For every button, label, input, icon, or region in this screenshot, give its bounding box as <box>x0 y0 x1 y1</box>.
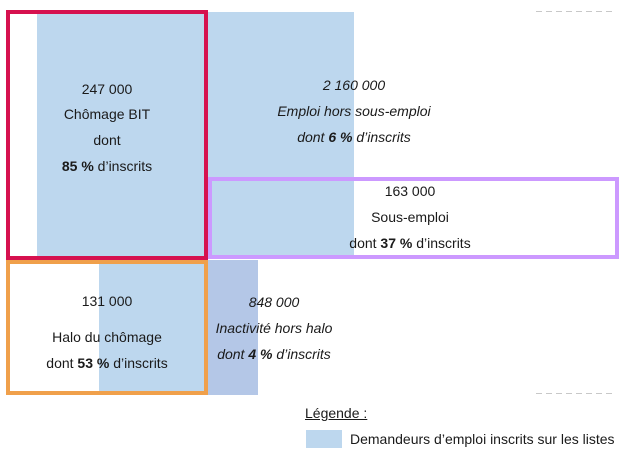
halo-label: Halo du chômage <box>52 329 162 345</box>
sous-emploi-prefix: dont <box>349 235 381 251</box>
inactivite-share: dont 4 % d’inscrits <box>174 341 374 367</box>
top-edge-mark <box>536 11 616 12</box>
halo-percent: 53 % <box>77 355 110 371</box>
inactivite-percent: 4 % <box>248 346 273 362</box>
sous-emploi-suffix: d’inscrits <box>412 235 471 251</box>
halo-block: 131 000 Halo du chômage dont 53 % d’insc… <box>6 288 208 376</box>
emploi-prefix: dont <box>297 129 329 145</box>
sous-emploi-block: 163 000 Sous-emploi dont 37 % d’inscrits <box>310 178 510 256</box>
sous-emploi-share: dont 37 % d’inscrits <box>310 230 510 256</box>
chomage-bit-share: 85 % d’inscrits <box>6 153 208 179</box>
chomage-bit-percent: 85 % <box>61 158 94 174</box>
chomage-bit-prefix: dont <box>93 132 121 148</box>
emploi-percent: 6 % <box>328 129 353 145</box>
legend-swatch <box>306 430 342 448</box>
sous-emploi-frame <box>208 177 619 259</box>
legend-title: Légende : <box>305 405 368 421</box>
emploi-block: 2 160 000 Emploi hors sous-emploi dont 6… <box>254 72 454 150</box>
legend-label: Demandeurs d’emploi inscrits sur les lis… <box>350 431 615 447</box>
inactivite-block: 848 000 Inactivité hors halo dont 4 % d’… <box>174 289 374 367</box>
halo-inscrits-fill <box>99 262 205 394</box>
inactivite-suffix: d’inscrits <box>272 346 331 362</box>
chomage-bit-frame <box>6 10 208 260</box>
halo-value: 131 000 <box>81 293 133 309</box>
halo-prefix: dont <box>46 355 78 371</box>
inactivite-prefix: dont <box>217 346 249 362</box>
emploi-suffix: d’inscrits <box>352 129 411 145</box>
emploi-share: dont 6 % d’inscrits <box>254 124 454 150</box>
sous-emploi-percent: 37 % <box>380 235 413 251</box>
bottom-edge-mark <box>536 393 616 394</box>
inactivite-value: 848 000 <box>248 294 300 310</box>
sous-emploi-value: 163 000 <box>384 183 436 199</box>
halo-share: dont 53 % d’inscrits <box>6 350 208 376</box>
emploi-label: Emploi hors sous-emploi <box>277 103 431 119</box>
emploi-inscrits-fill <box>208 12 354 256</box>
emploi-value: 2 160 000 <box>322 77 386 93</box>
halo-suffix: d’inscrits <box>109 355 168 371</box>
chomage-bit-value: 247 000 <box>81 81 133 97</box>
chomage-bit-suffix: d’inscrits <box>93 158 153 174</box>
sous-emploi-label: Sous-emploi <box>371 209 449 225</box>
inactivite-label: Inactivité hors halo <box>215 320 333 336</box>
halo-frame <box>6 260 208 395</box>
chomage-bit-inscrits-fill <box>37 12 205 257</box>
inactivite-inscrits-fill <box>208 260 258 395</box>
chomage-bit-label: Chômage BIT <box>63 106 151 122</box>
chomage-bit-block: 247 000 Chômage BIT dont 85 % d’inscrits <box>6 76 208 179</box>
